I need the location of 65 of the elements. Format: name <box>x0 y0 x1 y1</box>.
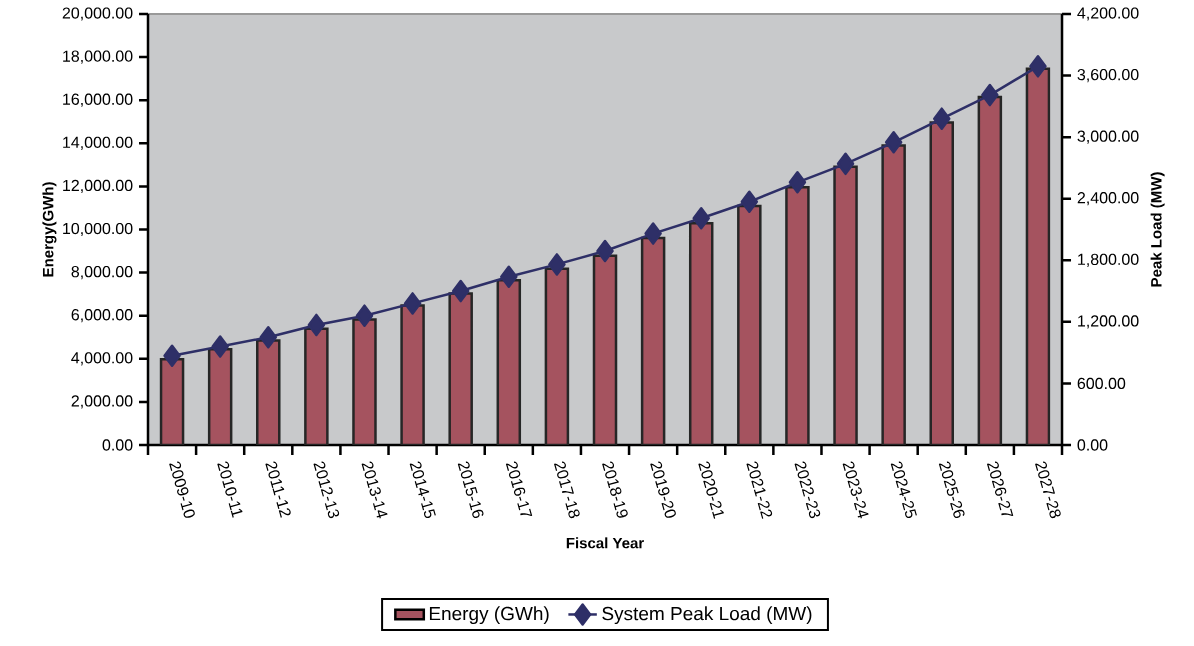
point <box>740 190 759 214</box>
bar <box>688 221 714 445</box>
point <box>163 344 181 367</box>
y2-tick-label: 4,200.00 <box>1077 7 1139 21</box>
point <box>788 171 807 194</box>
point <box>211 335 229 358</box>
y-tick-label: 8,000.00 <box>71 266 133 280</box>
x-tick-label: 2016-17 <box>505 461 533 517</box>
point <box>307 313 326 337</box>
point <box>836 152 855 176</box>
legend-label: System Peak Load (MW) <box>602 606 812 625</box>
x-tick-label: 2026-27 <box>986 461 1014 517</box>
x-tick-label: 2017-18 <box>554 461 580 519</box>
x-tick-label: 2020-21 <box>698 461 724 519</box>
point <box>884 131 903 154</box>
y-tick-label: 4,000.00 <box>71 352 133 366</box>
y-tick-label: 2,000.00 <box>71 395 133 409</box>
point <box>403 292 422 315</box>
y2-tick-label: 600.00 <box>1077 377 1126 390</box>
point <box>933 107 951 130</box>
point <box>548 253 566 276</box>
x-tick-label: 2024-25 <box>890 461 917 519</box>
y-tick-label: 18,000.00 <box>63 50 133 64</box>
x-tick-label: 2010-11 <box>217 461 243 518</box>
x-tick-label: 2012-13 <box>313 461 340 519</box>
y2-tick-label: 1,200.00 <box>1078 315 1139 329</box>
point <box>355 304 374 327</box>
x-tick-label: 2013-14 <box>361 461 388 519</box>
x-tick-label: 2014-15 <box>409 461 436 519</box>
bar <box>929 121 954 445</box>
x-tick-label: 2019-20 <box>650 461 676 518</box>
y2-tick-label: 3,000.00 <box>1077 130 1139 144</box>
legend-label: Energy (GWh) <box>429 606 549 625</box>
bar <box>1025 67 1051 445</box>
point <box>596 239 614 263</box>
y-axis-title: Energy(GWh) <box>42 182 57 277</box>
x-tick-label: 2027-28 <box>1035 461 1061 519</box>
x-tick-label: 2018-19 <box>602 461 628 518</box>
y-tick-label: 10,000.00 <box>63 222 133 237</box>
x-tick-label: 2025-26 <box>938 461 965 519</box>
point <box>1029 55 1047 78</box>
point <box>644 222 662 245</box>
x-tick-label: 2023-24 <box>842 461 869 519</box>
point <box>451 279 470 303</box>
y-tick-label: 14,000.00 <box>63 136 133 150</box>
x-tick-label: 2009-10 <box>169 461 195 518</box>
y2-tick-label: 0.00 <box>1077 439 1108 451</box>
point <box>259 326 278 349</box>
y-tick-label: 16,000.00 <box>63 93 133 107</box>
y2-tick-label: 3,600.00 <box>1077 68 1139 83</box>
y-tick-label: 6,000.00 <box>71 309 133 323</box>
point <box>692 206 710 230</box>
y-tick-label: 12,000.00 <box>63 179 133 193</box>
y2-tick-label: 2,400.00 <box>1077 192 1139 206</box>
point <box>500 265 518 288</box>
x-tick-label: 2021-22 <box>746 461 773 519</box>
x-axis-title: Fiscal Year <box>566 537 644 549</box>
y-tick-label: 20,000.00 <box>62 7 133 21</box>
y-tick-label: 0.00 <box>102 439 133 451</box>
x-tick-label: 2015-16 <box>457 461 484 519</box>
y2-tick-label: 1,800.00 <box>1078 253 1139 267</box>
x-tick-label: 2022-23 <box>794 461 821 519</box>
x-tick-label: 2011-12 <box>265 461 291 518</box>
y2-axis-title: Peak Load (MW) <box>1150 172 1165 287</box>
point <box>981 83 999 107</box>
